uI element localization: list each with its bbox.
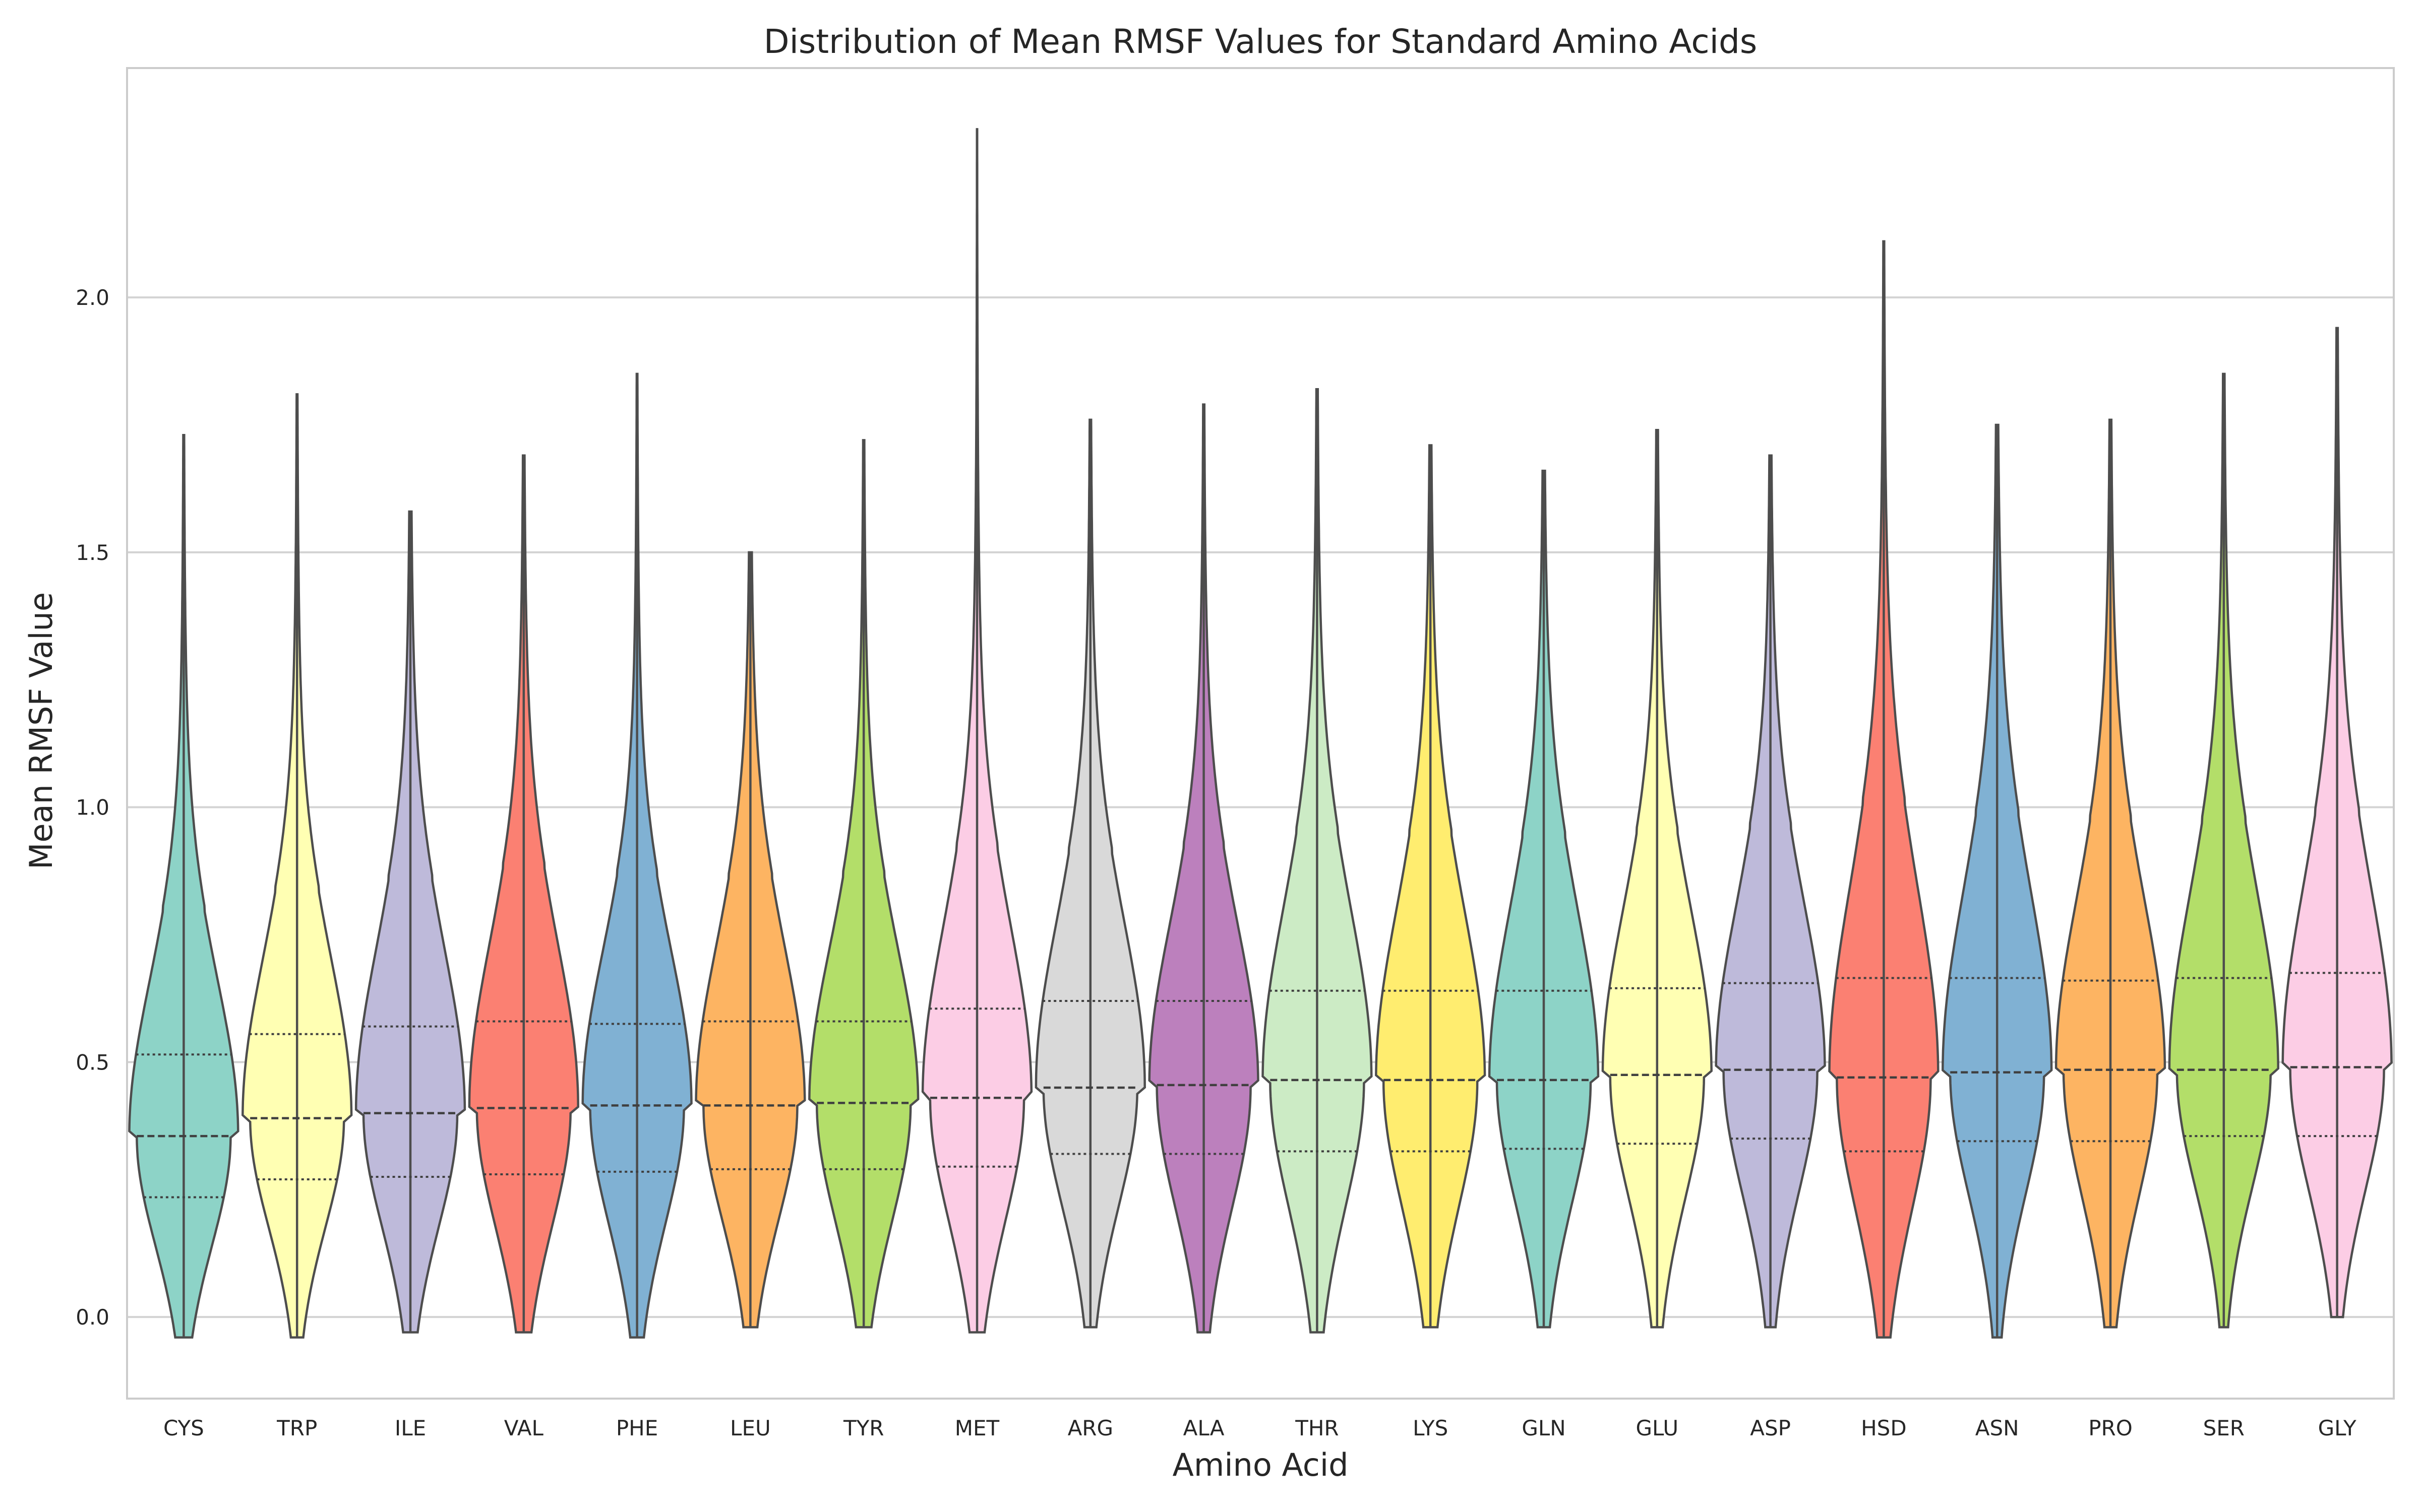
y-tick-label: 2.0 [76,285,109,310]
violin-ser [2168,372,2279,1329]
x-axis-label: Amino Acid [1173,1446,1349,1483]
violin-leu [695,551,806,1329]
x-tick-label: GLN [1522,1416,1565,1440]
violin-lys [1375,444,1486,1329]
y-axis-label: Mean RMSF Value [23,592,59,869]
violin-met [921,128,1033,1334]
violin-glu [1601,428,1713,1329]
violin-val [468,454,579,1334]
x-tick-label: PHE [616,1416,658,1440]
y-gridlines [127,296,2394,1318]
x-tick-label: CYS [163,1416,204,1440]
x-tick-label: MET [955,1416,1000,1440]
chart-title: Distribution of Mean RMSF Values for Sta… [764,22,1758,61]
violin-asn [1942,423,2053,1339]
x-tick-label: ASP [1750,1416,1791,1440]
x-tick-label: SER [2203,1416,2245,1440]
x-tick-labels: CYS TRP ILE VAL PHE LEU TYR MET ARG ALA THR LYS GLN G… [163,1416,2356,1440]
x-tick-label: ARG [1068,1416,1113,1440]
violins [128,128,2393,1339]
violin-pro [2054,418,2166,1329]
x-tick-label: ASN [1975,1416,2019,1440]
violin-cys [128,434,239,1339]
violin-arg [1035,418,1146,1329]
x-tick-label: TRP [276,1416,317,1440]
violin-phe [581,372,693,1339]
y-tick-label: 1.5 [76,540,109,565]
violin-gly [2281,327,2393,1318]
x-tick-label: VAL [504,1416,544,1440]
violin-asp [1715,454,1826,1329]
violin-ile [354,510,466,1334]
y-tick-label: 0.0 [76,1305,109,1330]
violin-tyr [808,439,920,1329]
x-tick-label: THR [1295,1416,1339,1440]
x-tick-label: GLY [2318,1416,2356,1440]
y-tick-labels: 0.0 0.5 1.0 1.5 2.0 [76,285,109,1330]
violin-hsd [1828,240,1940,1339]
x-tick-label: LYS [1413,1416,1448,1440]
violin-gln [1488,469,1600,1329]
x-tick-label: LEU [730,1416,771,1440]
y-tick-label: 0.5 [76,1050,109,1075]
x-tick-label: GLU [1636,1416,1678,1440]
violin-ala [1148,403,1259,1334]
plot-frame [126,67,2395,1400]
x-tick-label: ALA [1183,1416,1225,1440]
x-tick-label: PRO [2088,1416,2133,1440]
x-tick-label: HSD [1861,1416,1907,1440]
y-tick-label: 1.0 [76,795,109,820]
violin-trp [241,393,353,1339]
violin-thr [1261,388,1373,1334]
x-tick-label: ILE [395,1416,426,1440]
x-tick-label: TYR [843,1416,884,1440]
